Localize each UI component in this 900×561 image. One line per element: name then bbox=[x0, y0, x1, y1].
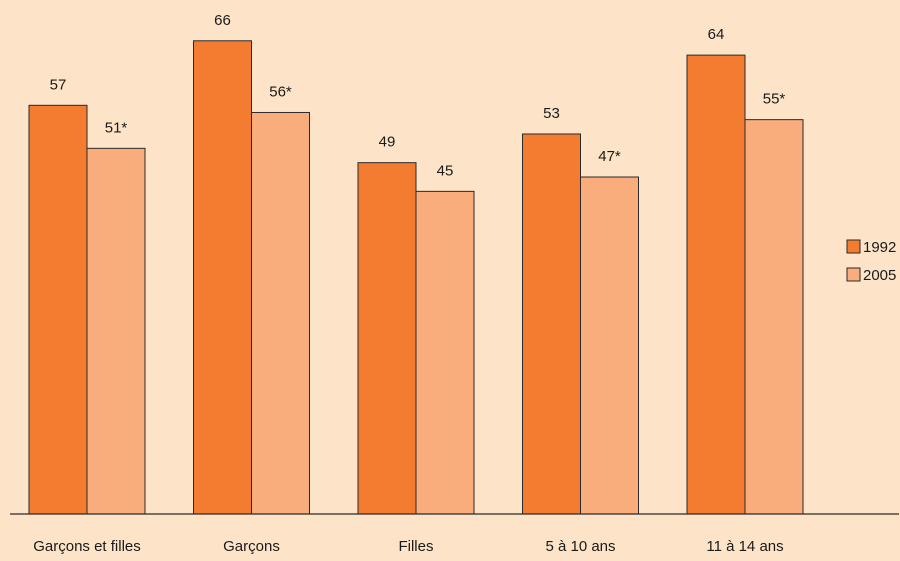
bar-2005-1 bbox=[251, 111, 310, 515]
bar-1992-0 bbox=[28, 104, 88, 515]
bar-1992-1 bbox=[193, 40, 252, 515]
x-tick-label-1: Garçons bbox=[223, 538, 280, 555]
x-tick-label-3: 5 à 10 ans bbox=[545, 538, 615, 555]
data-label-2005-2: 45 bbox=[437, 162, 454, 179]
x-tick-labels-layer: Garçons et filles Garçons Filles 5 à 10 ans… bbox=[33, 538, 783, 555]
data-label-1992-0: 57 bbox=[50, 76, 67, 93]
bars-layer bbox=[28, 40, 804, 515]
data-label-1992-1: 66 bbox=[214, 12, 231, 29]
data-label-2005-0: 51* bbox=[105, 119, 128, 136]
legend-label-2005: 2005 bbox=[863, 267, 896, 284]
data-label-1992-3: 53 bbox=[543, 105, 560, 122]
data-label-1992-2: 49 bbox=[379, 134, 396, 151]
x-tick-label-4: 11 à 14 ans bbox=[706, 538, 783, 555]
x-tick-label-2: Filles bbox=[398, 538, 433, 555]
data-label-2005-3: 47* bbox=[598, 148, 621, 165]
bar-1992-4 bbox=[686, 54, 746, 515]
legend: 1992 2005 bbox=[846, 239, 896, 284]
legend-swatch-1992 bbox=[846, 239, 861, 254]
bar-2005-4 bbox=[744, 119, 804, 515]
bar-1992-3 bbox=[522, 133, 581, 515]
x-tick-label-0: Garçons et filles bbox=[33, 538, 141, 555]
legend-swatch-2005 bbox=[846, 267, 861, 282]
bar-2005-2 bbox=[415, 190, 475, 515]
legend-label-1992: 1992 bbox=[863, 239, 896, 256]
bar-2005-3 bbox=[580, 176, 639, 515]
data-label-2005-4: 55* bbox=[763, 91, 786, 108]
bar-2005-0 bbox=[86, 147, 146, 515]
data-label-2005-1: 56* bbox=[269, 83, 292, 100]
bar-1992-2 bbox=[357, 162, 417, 515]
data-label-1992-4: 64 bbox=[708, 26, 725, 43]
data-labels-layer: 57 51* 66 56* 49 45 53 47* 64 55* bbox=[50, 12, 786, 180]
